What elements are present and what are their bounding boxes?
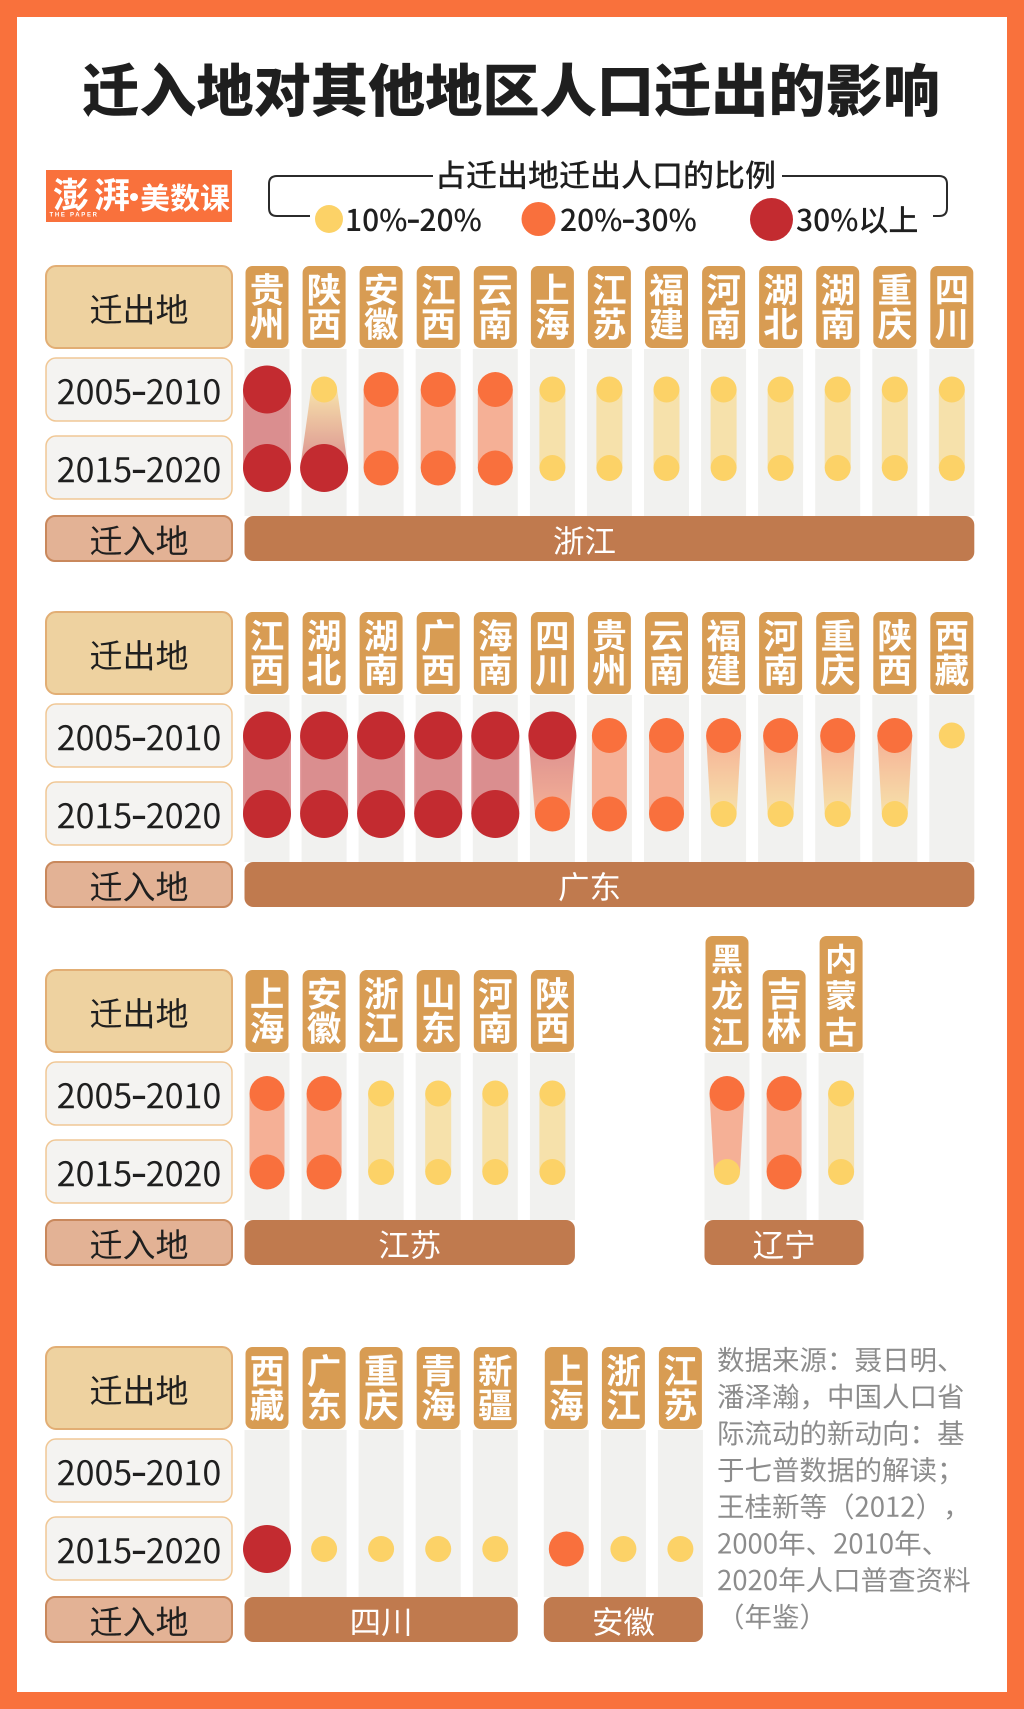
svg-text:THE PAPER: THE PAPER (50, 213, 99, 219)
